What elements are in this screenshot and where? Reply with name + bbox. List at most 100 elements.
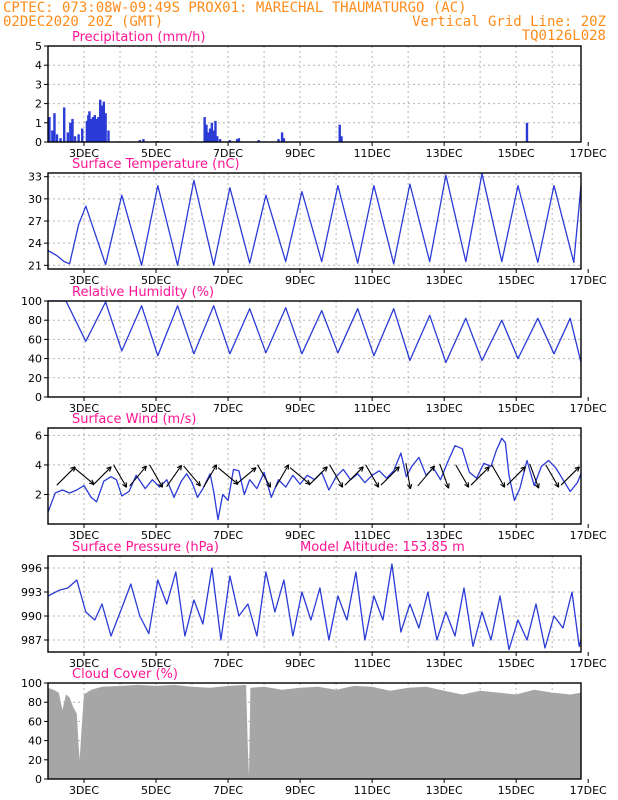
wind-arrow xyxy=(113,464,128,488)
wind-arrow xyxy=(235,467,257,485)
x-tick-label: 15DEC xyxy=(498,784,535,797)
surface-pressure-title: Surface Pressure (hPa) xyxy=(72,540,219,555)
y-tick-label: 1 xyxy=(35,117,42,130)
cloud-cover-title: Cloud Cover (%) xyxy=(72,667,178,682)
wind-arrow xyxy=(73,467,95,485)
wind-arrow xyxy=(166,464,183,487)
precip-bar xyxy=(338,124,341,142)
panel-frame xyxy=(47,682,582,780)
y-tick-label: 20 xyxy=(28,372,42,385)
wind-arrow xyxy=(92,466,112,486)
x-tick-label: 5DEC xyxy=(141,274,171,287)
run-date: 02DEC2020 20Z (GMT) xyxy=(3,14,164,30)
chart-header: CPTEC: 073:08W-09:49S PROX01: MARECHAL T… xyxy=(0,0,618,50)
precipitation-panel: 0 1 2 3 4 5 3DEC 5DEC 7DEC 9DEC 11DEC 13DEC 15DEC 17D… xyxy=(35,30,607,160)
wind-arrow xyxy=(491,464,506,488)
precip-bar xyxy=(73,136,77,142)
x-tick-label: 17DEC xyxy=(570,784,607,797)
x-tick-label: 11DEC xyxy=(354,784,391,797)
precip-bar xyxy=(90,118,93,142)
wind-arrow xyxy=(506,466,526,486)
precip-bar xyxy=(99,99,102,142)
x-tick-label: 7DEC xyxy=(213,402,243,415)
wind-arrow xyxy=(365,464,380,488)
y-tick-label: 80 xyxy=(28,314,42,327)
precip-bar xyxy=(218,139,222,142)
y-tick-label: 993 xyxy=(21,586,42,599)
precip-bar xyxy=(280,132,284,142)
x-tick-label: 3DEC xyxy=(69,529,99,542)
x-tick-label: 11DEC xyxy=(354,147,391,160)
x-tick-label: 17DEC xyxy=(570,147,607,160)
precip-bar xyxy=(53,113,56,142)
x-tick-label: 15DEC xyxy=(498,529,535,542)
wind-arrow xyxy=(417,465,436,487)
y-tick-label: 100 xyxy=(21,677,42,690)
x-tick-label: 13DEC xyxy=(426,529,463,542)
y-tick-label: 4 xyxy=(35,459,42,472)
precip-bar xyxy=(95,118,98,142)
wind-arrow xyxy=(183,465,201,487)
x-tick-label: 7DEC xyxy=(213,657,243,670)
x-tick-label: 3DEC xyxy=(69,402,99,415)
relative-humidity-title: Relative Humidity (%) xyxy=(72,285,214,300)
surface-wind-panel: 2 4 6 3DEC 5DEC 7DEC 9DEC 11DEC 13DEC 15DEC 17DEC S… xyxy=(35,412,607,542)
x-tick-label: 13DEC xyxy=(426,274,463,287)
x-tick-label: 17DEC xyxy=(570,529,607,542)
y-tick-label: 987 xyxy=(21,634,42,647)
precip-bar xyxy=(88,111,91,142)
precip-bar xyxy=(216,136,219,142)
panel-frame xyxy=(47,45,582,143)
precip-bar xyxy=(55,134,59,142)
panel-frame xyxy=(47,300,582,398)
y-tick-label: 2 xyxy=(35,488,42,501)
model-code: TQ0126L028 xyxy=(521,28,606,44)
relative-humidity-line xyxy=(48,300,582,364)
y-tick-label: 996 xyxy=(21,562,42,575)
y-tick-label: 2 xyxy=(35,98,42,111)
precip-bar xyxy=(203,117,206,142)
y-tick-label: 27 xyxy=(28,215,42,228)
x-tick-label: 3DEC xyxy=(69,784,99,797)
x-tick-label: 3DEC xyxy=(69,274,99,287)
cloud-cover-panel: 0 20 40 60 80 100 3DEC 5DEC 7DEC 9DEC 11DEC 13DEC 15… xyxy=(21,667,607,797)
relative-humidity-panel: 0 20 40 60 80 100 3DEC 5DEC 7DEC 9DEC 11DEC 13DEC 15… xyxy=(21,285,607,415)
vertical-grid-note: Vertical Grid Line: 20Z xyxy=(412,14,606,30)
precip-bar xyxy=(214,120,217,142)
surface-temperature-title: Surface Temperature (nC) xyxy=(72,157,240,172)
x-tick-label: 3DEC xyxy=(69,657,99,670)
x-tick-label: 15DEC xyxy=(498,402,535,415)
y-tick-label: 100 xyxy=(21,295,42,308)
x-tick-label: 15DEC xyxy=(498,274,535,287)
x-tick-label: 5DEC xyxy=(141,529,171,542)
precip-bar xyxy=(138,140,142,142)
y-tick-label: 21 xyxy=(28,259,42,272)
wind-arrow xyxy=(56,466,76,486)
panel-frame xyxy=(47,555,582,653)
y-tick-label: 990 xyxy=(21,610,42,623)
wind-arrow xyxy=(529,463,540,489)
precip-bar xyxy=(210,122,214,142)
surface-temperature-line xyxy=(47,173,582,266)
x-tick-label: 7DEC xyxy=(213,529,243,542)
x-tick-label: 17DEC xyxy=(570,402,607,415)
x-tick-label: 9DEC xyxy=(285,657,315,670)
wind-arrow xyxy=(470,466,490,486)
wind-arrow xyxy=(545,464,560,488)
y-tick-label: 0 xyxy=(35,773,42,786)
precip-bar xyxy=(71,118,74,142)
x-tick-label: 5DEC xyxy=(141,147,171,160)
precip-bar xyxy=(205,124,208,142)
wind-arrow xyxy=(455,464,470,488)
precip-bar xyxy=(59,138,62,142)
y-tick-label: 33 xyxy=(28,171,42,184)
x-tick-label: 9DEC xyxy=(285,529,315,542)
precip-bar xyxy=(48,117,51,142)
precip-bar xyxy=(142,139,145,142)
wind-arrow xyxy=(275,464,290,488)
x-tick-label: 17DEC xyxy=(570,274,607,287)
precip-bar xyxy=(282,138,286,142)
wind-arrow xyxy=(129,465,147,487)
y-tick-label: 80 xyxy=(28,696,42,709)
precip-bar xyxy=(235,139,239,142)
